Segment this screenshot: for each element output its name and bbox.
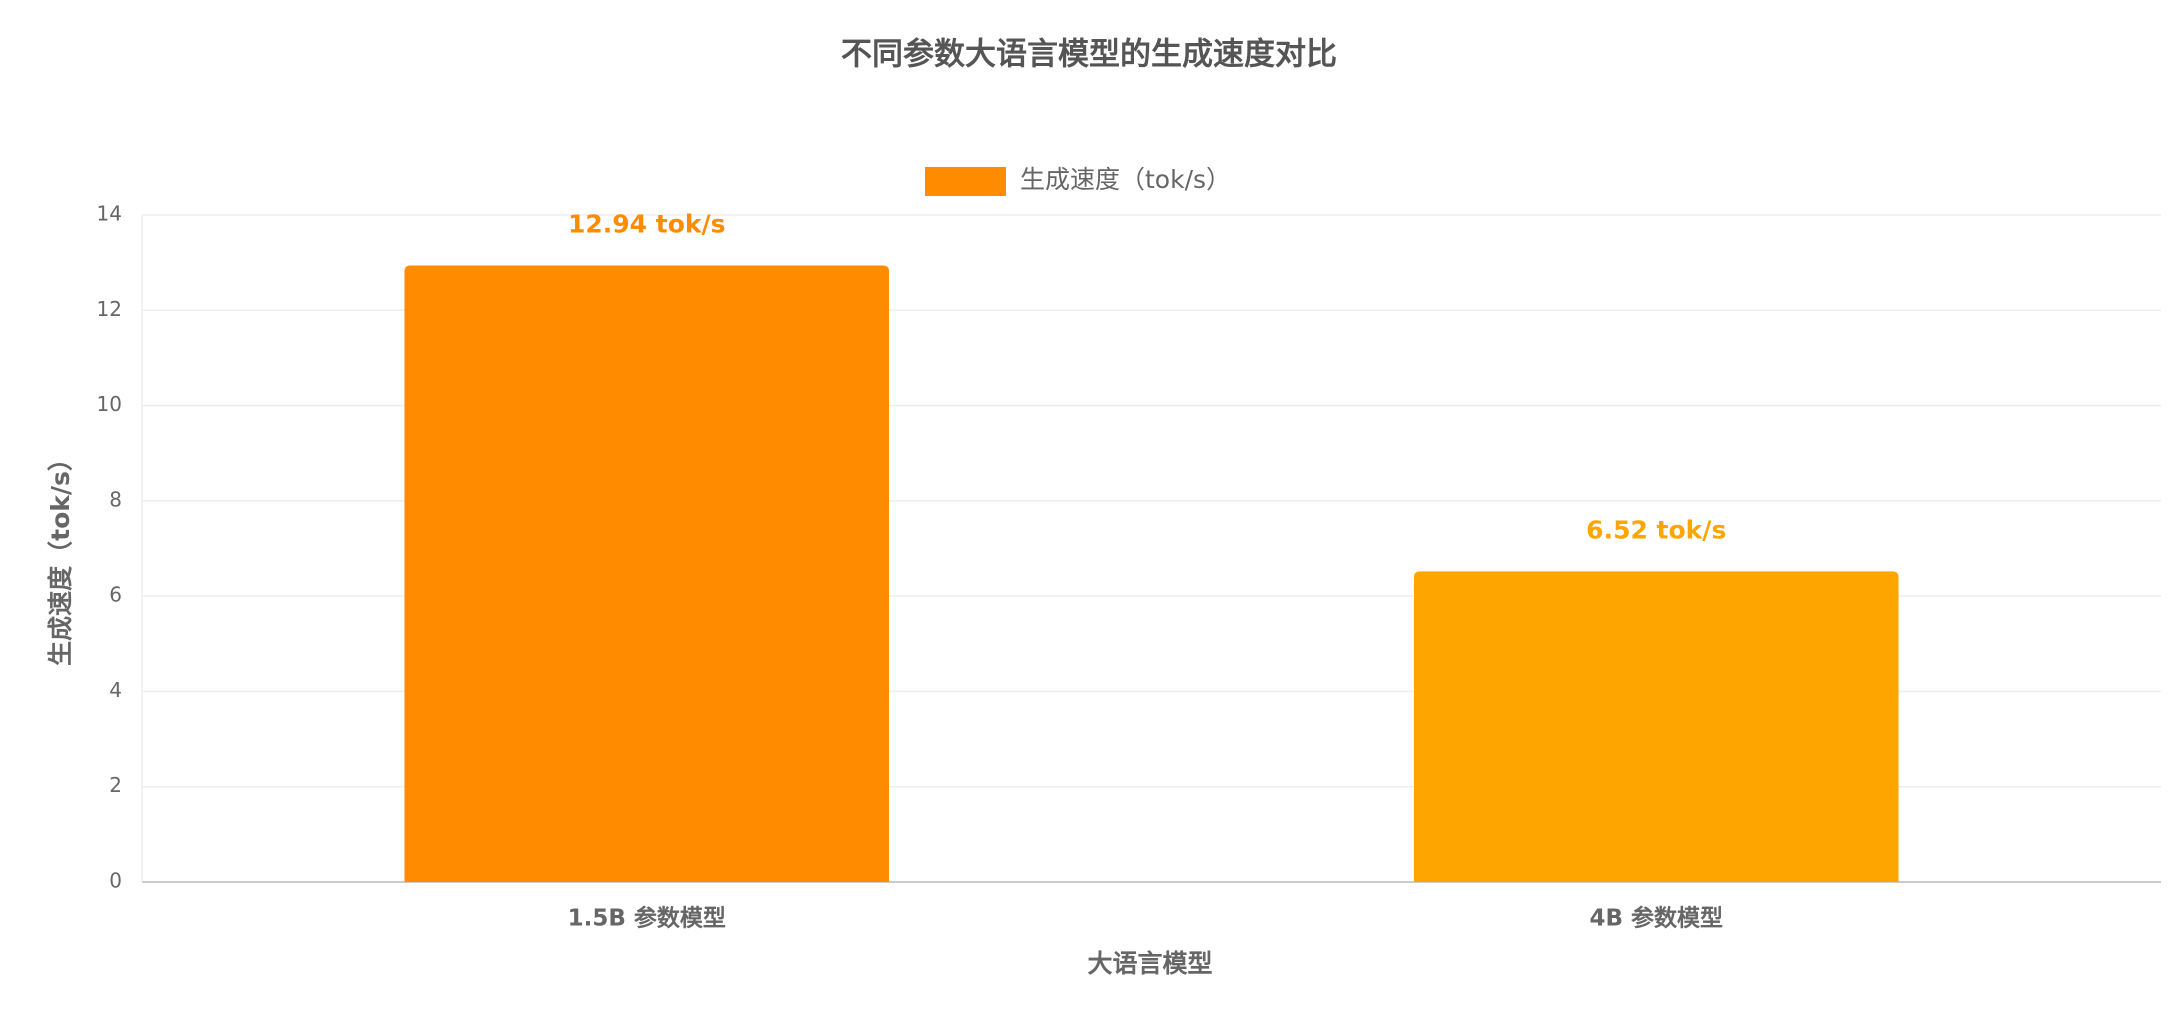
value-label: 6.52 tok/s	[1586, 515, 1726, 544]
y-tick-label: 2	[109, 773, 122, 797]
legend-swatch	[925, 167, 1006, 196]
x-tick-label: 1.5B 参数模型	[568, 905, 726, 932]
chart-title: 不同参数大语言模型的生成速度对比	[841, 37, 1337, 73]
x-axis-label: 大语言模型	[1087, 949, 1212, 978]
y-axis-label: 生成速度（tok/s）	[46, 446, 75, 666]
x-tick-label: 4B 参数模型	[1589, 905, 1723, 932]
bar	[404, 265, 890, 882]
y-tick-label: 4	[109, 678, 122, 702]
y-tick-label: 12	[97, 297, 122, 321]
bar	[1413, 571, 1899, 882]
legend-label: 生成速度（tok/s）	[1020, 165, 1231, 194]
y-tick-label: 14	[97, 202, 122, 226]
y-tick-label: 6	[109, 583, 122, 607]
value-label: 12.94 tok/s	[568, 210, 726, 239]
y-tick-label: 10	[97, 392, 122, 416]
y-tick-label: 8	[109, 487, 122, 511]
y-tick-label: 0	[109, 869, 122, 893]
